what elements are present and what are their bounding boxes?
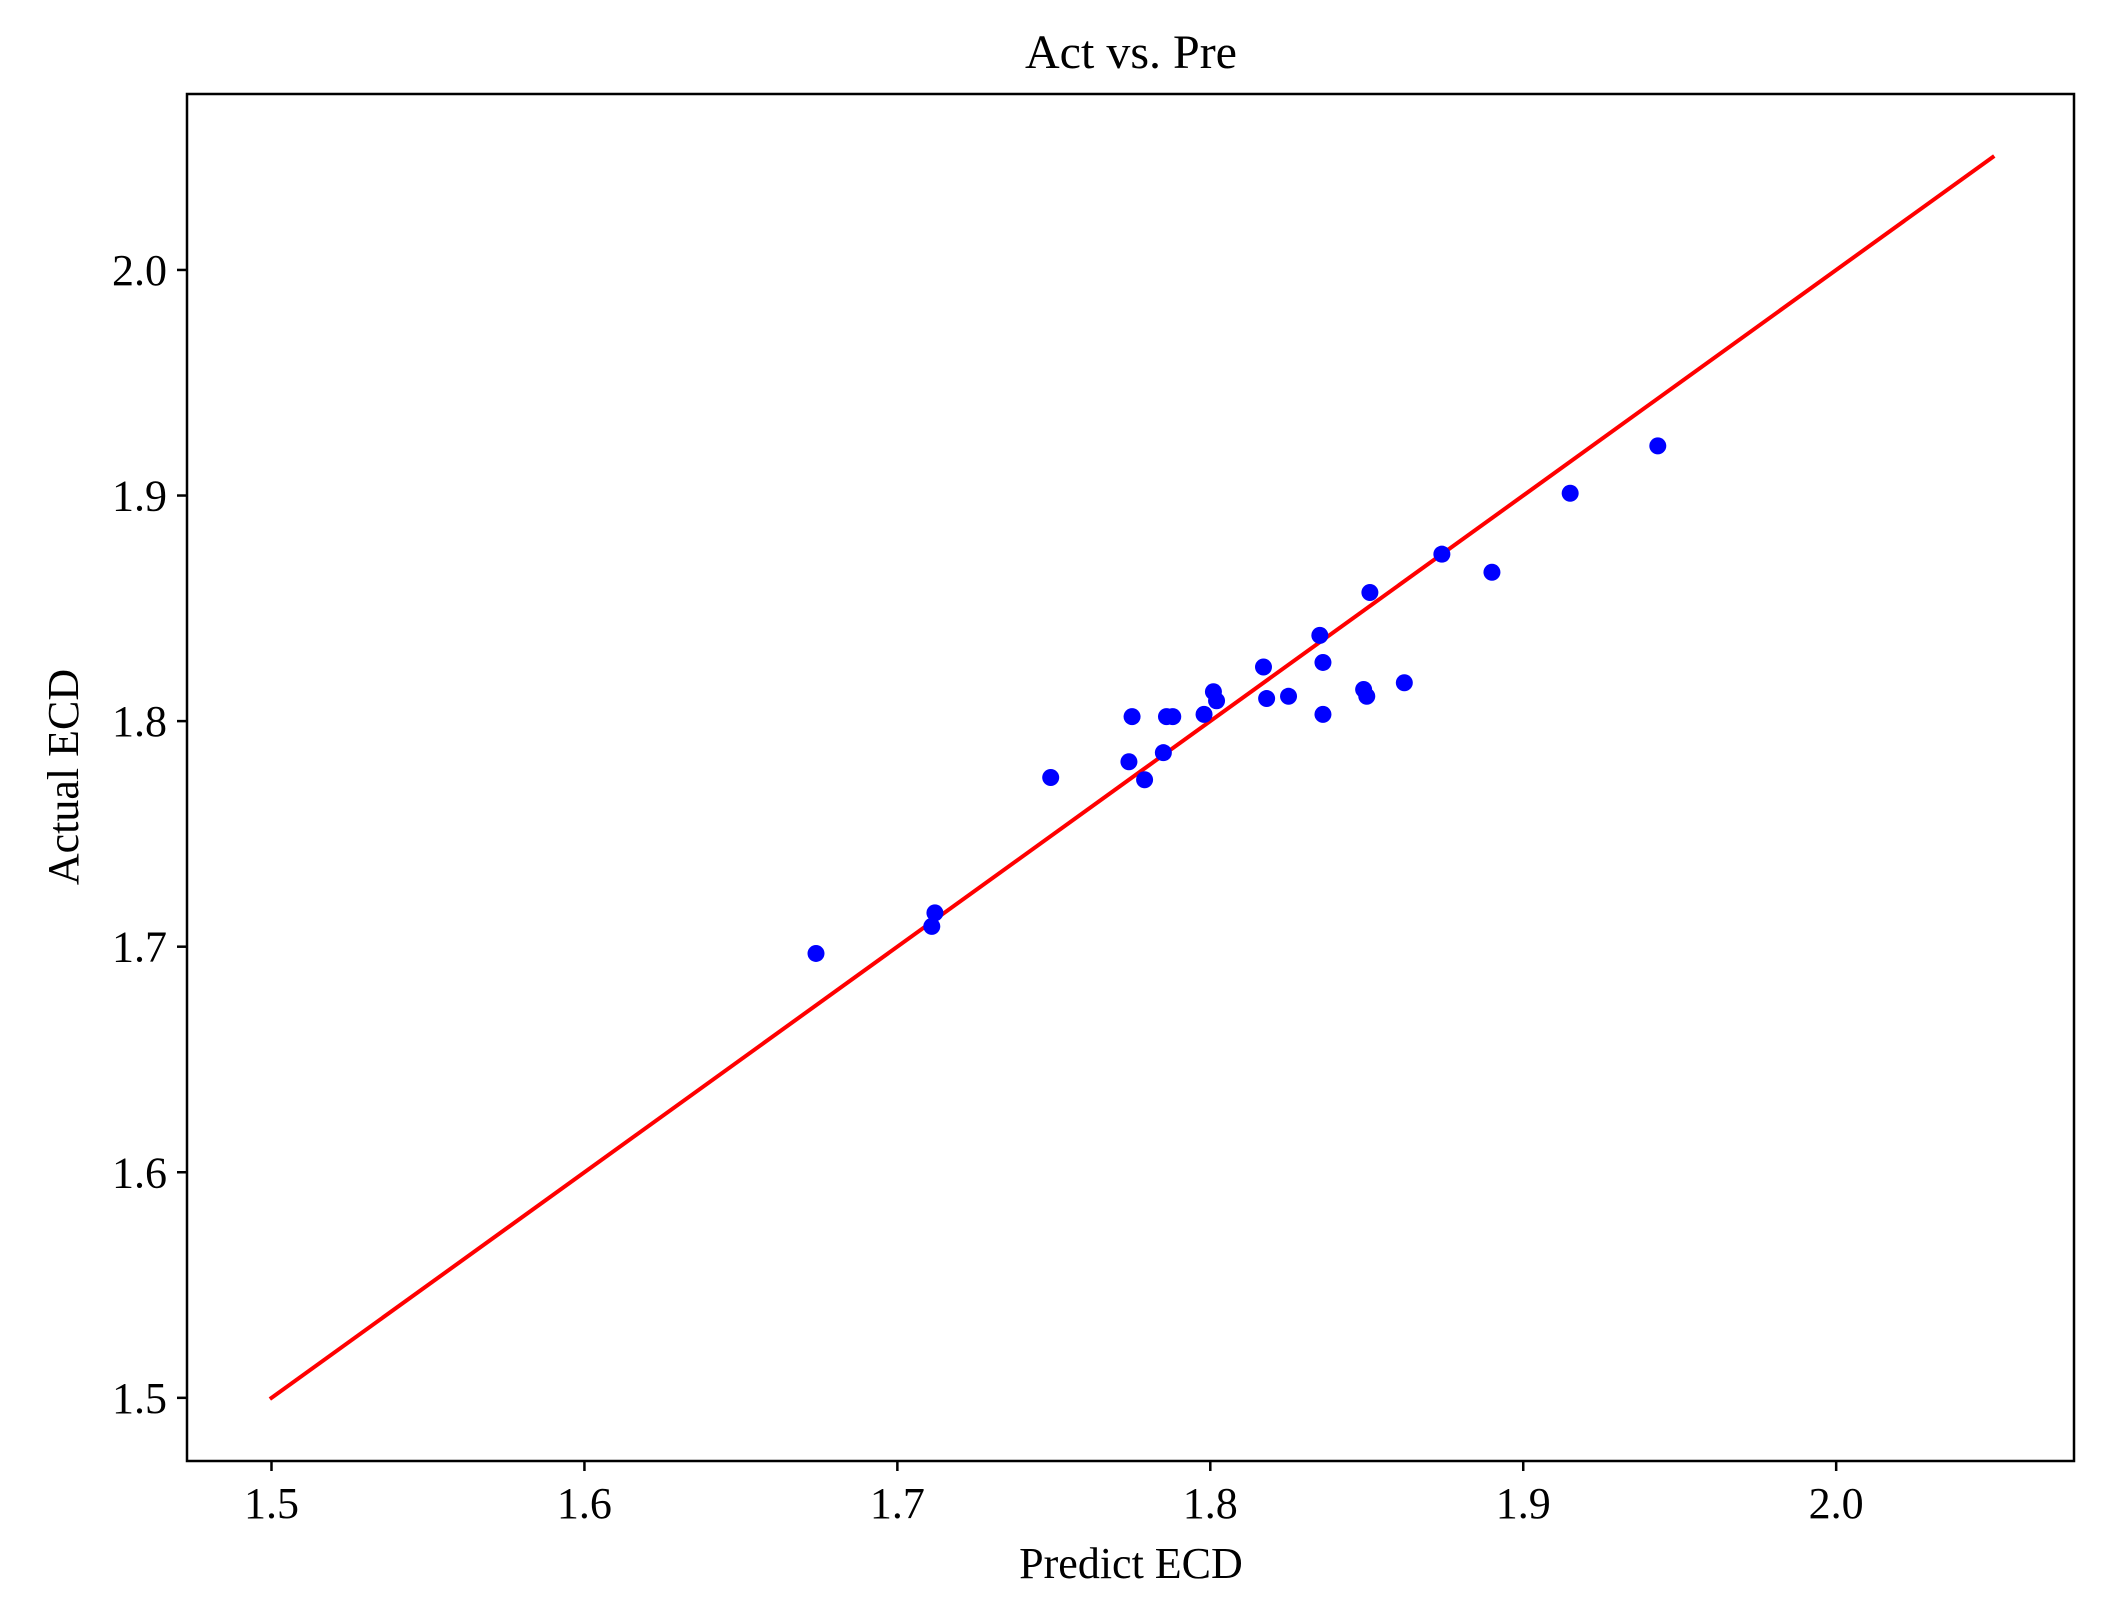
reference-line bbox=[268, 154, 1996, 1401]
plot-content bbox=[268, 154, 1996, 1401]
y-tick-label: 2.0 bbox=[112, 246, 167, 295]
scatter-point bbox=[1258, 690, 1276, 708]
chart-title: Act vs. Pre bbox=[1025, 26, 1237, 79]
scatter-point bbox=[1280, 687, 1298, 705]
scatter-point bbox=[1208, 692, 1226, 710]
scatter-point bbox=[1483, 563, 1501, 581]
x-tick-label: 1.6 bbox=[557, 1479, 612, 1528]
scatter-point bbox=[1314, 705, 1332, 723]
scatter-point bbox=[1395, 674, 1413, 692]
x-axis-label: Predict ECD bbox=[1019, 1539, 1243, 1588]
scatter-point bbox=[1164, 708, 1182, 726]
x-tick-label: 1.7 bbox=[870, 1479, 925, 1528]
scatter-point bbox=[1314, 653, 1332, 671]
x-tick-label: 1.9 bbox=[1496, 1479, 1551, 1528]
scatter-point bbox=[1254, 658, 1272, 676]
scatter-point bbox=[1361, 584, 1379, 602]
y-tick-label: 1.8 bbox=[112, 697, 167, 746]
scatter-point bbox=[1433, 545, 1451, 563]
scatter-point bbox=[1136, 771, 1154, 789]
x-axis-ticks: 1.5 1.6 1.7 1.8 1.9 2.0 bbox=[244, 1461, 1864, 1528]
scatter-point bbox=[807, 944, 825, 962]
scatter-point bbox=[1311, 626, 1329, 644]
scatter-point bbox=[1195, 705, 1213, 723]
y-tick-label: 1.5 bbox=[112, 1374, 167, 1423]
x-tick-label: 2.0 bbox=[1809, 1479, 1864, 1528]
scatter-point bbox=[1042, 769, 1060, 786]
y-axis-label: Actual ECD bbox=[39, 669, 88, 885]
scatter-point bbox=[1649, 437, 1667, 455]
scatter-point bbox=[1561, 484, 1579, 502]
x-tick-label: 1.8 bbox=[1183, 1479, 1238, 1528]
y-tick-label: 1.7 bbox=[112, 923, 167, 972]
y-tick-label: 1.9 bbox=[112, 472, 167, 521]
scatter-point bbox=[926, 904, 944, 922]
scatter-point bbox=[1358, 687, 1376, 705]
scatter-point bbox=[1120, 753, 1138, 771]
scatter-point bbox=[923, 917, 941, 935]
x-tick-label: 1.5 bbox=[244, 1479, 299, 1528]
y-tick-label: 1.6 bbox=[112, 1148, 167, 1197]
plot-area-frame bbox=[185, 92, 2076, 1463]
scatter-point bbox=[1123, 708, 1141, 726]
scatter-point bbox=[1154, 744, 1172, 762]
y-axis-ticks: 1.5 1.6 1.7 1.8 1.9 2.0 bbox=[112, 246, 187, 1423]
